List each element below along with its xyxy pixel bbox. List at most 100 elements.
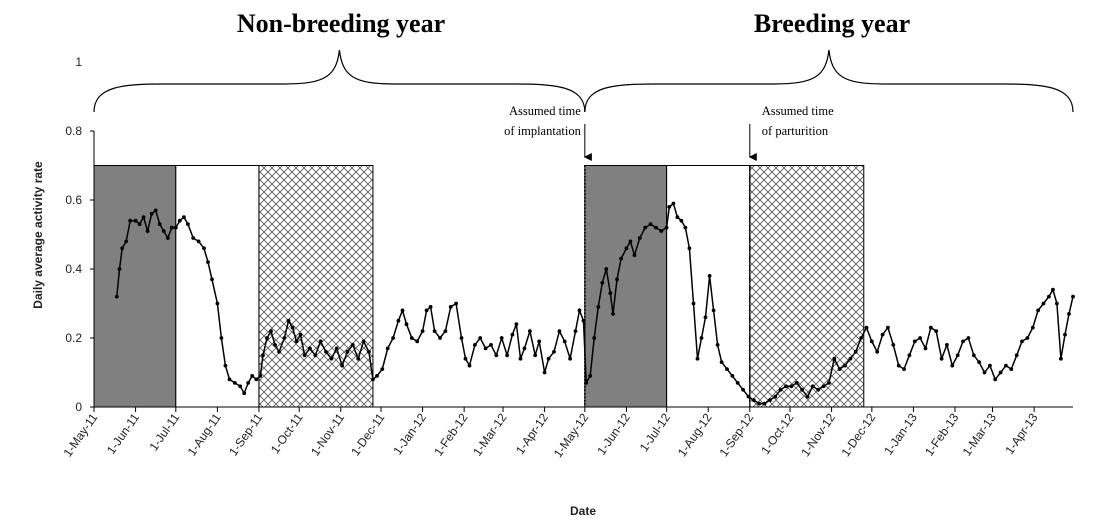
x-tick-label: 1-Nov-11 <box>308 410 347 458</box>
data-point <box>577 308 582 313</box>
data-point <box>1067 312 1071 316</box>
data-point <box>654 225 658 230</box>
annotation-text: Assumed time <box>762 104 834 118</box>
data-point <box>751 398 756 402</box>
y-tick-label: 0 <box>75 400 82 414</box>
data-point <box>741 387 745 392</box>
data-point <box>988 363 992 368</box>
data-point <box>869 339 874 344</box>
data-point <box>215 301 220 306</box>
data-point <box>998 370 1003 375</box>
data-point <box>1041 301 1046 306</box>
annotation-text: of parturition <box>762 124 829 138</box>
data-point <box>145 229 150 233</box>
data-point <box>982 370 987 375</box>
data-point <box>573 329 578 333</box>
period-box-crosshatch <box>258 165 374 408</box>
data-point <box>448 305 453 309</box>
data-point <box>891 343 896 347</box>
data-point <box>124 239 129 244</box>
data-point <box>667 205 672 209</box>
data-point <box>302 353 307 358</box>
data-point <box>552 349 556 354</box>
data-point <box>902 367 906 371</box>
data-point <box>518 356 523 361</box>
data-point <box>821 384 826 389</box>
data-point <box>827 381 831 385</box>
data-point <box>853 349 858 354</box>
period-brace <box>93 49 586 113</box>
data-point <box>1055 301 1059 306</box>
data-point <box>177 218 182 223</box>
data-point <box>886 325 890 330</box>
data-point <box>816 387 821 392</box>
data-point <box>707 274 712 278</box>
data-point <box>261 353 265 358</box>
data-point <box>242 391 247 396</box>
data-point <box>371 377 375 382</box>
data-point <box>648 222 653 227</box>
data-point <box>165 236 170 240</box>
data-point <box>1004 363 1008 368</box>
data-point <box>864 325 869 330</box>
data-point <box>202 246 206 251</box>
data-point <box>950 363 955 368</box>
x-tick-label: 1-Dec-12 <box>839 410 879 459</box>
data-point <box>438 336 442 340</box>
data-point <box>611 312 615 316</box>
data-point <box>375 374 379 378</box>
data-point <box>1051 287 1055 292</box>
data-point <box>269 329 273 333</box>
shaded-periods <box>93 165 865 408</box>
period-title: Non-breeding year <box>237 9 445 38</box>
data-point <box>128 218 133 223</box>
data-point <box>273 343 277 347</box>
x-tick-label: 1-Feb-13 <box>922 410 962 458</box>
data-point <box>608 291 613 295</box>
x-tick-label: 1-Sep-12 <box>716 410 756 459</box>
data-point <box>643 225 648 230</box>
data-point <box>219 336 224 340</box>
y-tick-label: 0.4 <box>65 262 82 276</box>
data-point <box>719 360 724 364</box>
y-axis-title: Daily average activity rate <box>31 161 45 309</box>
data-point <box>955 353 960 358</box>
data-point <box>695 356 700 361</box>
data-point <box>683 225 688 230</box>
x-axis-title: Date <box>570 504 596 518</box>
period-box-dark-gray <box>584 165 668 408</box>
data-point <box>432 329 437 333</box>
data-point <box>350 343 355 347</box>
data-point <box>528 329 532 333</box>
data-point <box>588 374 593 378</box>
data-point <box>632 253 637 258</box>
data-point <box>286 318 291 323</box>
data-point <box>424 308 429 313</box>
x-tick-label: 1-Oct-11 <box>268 410 306 456</box>
data-point <box>800 387 804 392</box>
y-tick-label: 0.8 <box>65 124 82 138</box>
data-point <box>675 215 680 220</box>
x-tick-label: 1-Jul-12 <box>637 410 674 454</box>
data-point <box>391 336 395 340</box>
data-point <box>977 360 981 364</box>
data-point <box>592 336 597 340</box>
x-tick-label: 1-Aug-12 <box>675 410 715 459</box>
data-point <box>1009 367 1014 371</box>
data-point <box>934 329 939 333</box>
x-tick-label: 1-Nov-12 <box>798 410 838 459</box>
data-point <box>993 377 998 382</box>
data-point <box>367 349 371 354</box>
data-point <box>345 349 350 354</box>
data-point <box>308 346 312 351</box>
data-point <box>250 374 255 378</box>
data-point <box>596 305 601 309</box>
data-point <box>510 332 515 337</box>
data-point <box>246 381 251 385</box>
data-point <box>443 329 448 333</box>
data-point <box>784 384 788 389</box>
data-point <box>659 229 664 233</box>
data-point <box>483 346 488 351</box>
data-point <box>282 336 287 340</box>
